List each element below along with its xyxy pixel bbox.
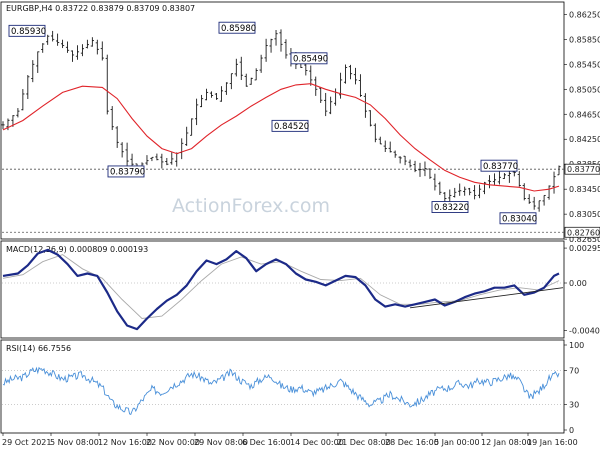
callout-box bbox=[271, 119, 309, 132]
rsi-tick-label: 100 bbox=[569, 341, 584, 350]
rsi-tick-label: 70 bbox=[569, 367, 579, 376]
current-price-badge bbox=[564, 163, 600, 175]
rsi-header: RSI(14) 66.7556 bbox=[6, 344, 71, 353]
current-price-label: 0.83770 bbox=[567, 165, 600, 174]
callout-box bbox=[107, 165, 145, 178]
callout-box bbox=[431, 201, 469, 213]
price-callout: 0.83770 bbox=[480, 159, 518, 172]
callout-box bbox=[480, 159, 518, 172]
rsi-tick-label: 30 bbox=[569, 401, 579, 410]
price-callout: 0.85930 bbox=[8, 24, 46, 37]
price-callout: 0.84520 bbox=[271, 119, 309, 132]
x-tick-label: 28 Dec 16:00 bbox=[385, 438, 439, 447]
support-label: 0.82760 bbox=[567, 228, 600, 237]
macd-tick-label: 0.00 bbox=[569, 279, 587, 288]
support-badge bbox=[564, 226, 600, 238]
rsi-line bbox=[2, 366, 560, 415]
x-tick-label: 22 Nov 00:00 bbox=[146, 438, 200, 447]
callout-box bbox=[218, 21, 256, 34]
macd-layer bbox=[2, 248, 564, 331]
callout-label: 0.85490 bbox=[293, 54, 328, 64]
x-tick-label: 5 Jan 00:00 bbox=[434, 438, 480, 447]
callout-label: 0.85930 bbox=[11, 27, 46, 37]
price-tick-label: 0.85050 bbox=[569, 85, 600, 94]
callout-label: 0.85980 bbox=[221, 24, 256, 34]
callout-box bbox=[8, 24, 46, 37]
x-tick-label: 29 Nov 08:00 bbox=[194, 438, 248, 447]
x-tick-label: 19 Jan 16:00 bbox=[527, 438, 578, 447]
x-tick-label: 12 Nov 16:00 bbox=[98, 438, 152, 447]
macd-tick-label: -0.004009 bbox=[569, 326, 600, 335]
price-tick-label: 0.84650 bbox=[569, 110, 600, 119]
watermark: ActionForex.com bbox=[172, 195, 330, 217]
price-tick-label: 0.83050 bbox=[569, 210, 600, 219]
macd-tick-label: 0.002955 bbox=[569, 244, 600, 253]
x-tick-label: 14 Dec 00:00 bbox=[290, 438, 344, 447]
price-tick-label: 0.85450 bbox=[569, 60, 600, 69]
price-callout: 0.83220 bbox=[431, 201, 469, 213]
price-tick-label: 0.85850 bbox=[569, 35, 600, 44]
y-axis-layer: 0.86250 0.85850 0.85450 0.85050 0.84650 0.842… bbox=[564, 10, 600, 435]
x-tick-label: 21 Dec 08:00 bbox=[337, 438, 391, 447]
price-tick-label: 0.86250 bbox=[569, 10, 600, 19]
callout-box bbox=[290, 52, 328, 65]
macd-trendline bbox=[410, 287, 564, 309]
x-tick-label: 6 Dec 16:00 bbox=[242, 438, 291, 447]
moving-average-line bbox=[2, 83, 560, 192]
price-layer: 0.85930 0.83790 0.85980 0.85490 0.84520 0.832… bbox=[1, 21, 564, 233]
callout-box bbox=[499, 212, 537, 225]
callout-label: 0.83770 bbox=[483, 162, 518, 172]
macd-line bbox=[2, 248, 560, 331]
macd-panel-frame bbox=[0, 240, 565, 339]
price-callout: 0.83790 bbox=[107, 165, 145, 178]
price-tick-label: 0.84250 bbox=[569, 135, 600, 144]
x-tick-label: 5 Nov 08:00 bbox=[50, 438, 99, 447]
x-tick-label: 12 Jan 08:00 bbox=[481, 438, 532, 447]
callout-label: 0.83220 bbox=[434, 203, 469, 213]
price-tick-label: 0.83450 bbox=[569, 185, 600, 194]
price-callout: 0.85980 bbox=[218, 21, 256, 34]
x-tick-label: 29 Oct 2021 bbox=[2, 438, 51, 447]
callout-label: 0.83040 bbox=[502, 214, 537, 224]
price-tick-label: 0.82650 bbox=[569, 235, 600, 244]
price-header: EURGBP,H4 0.83722 0.83879 0.83709 0.8380… bbox=[6, 4, 195, 13]
macd-header: MACD(12,26,9) 0.000809 0.000193 bbox=[6, 245, 148, 254]
callout-label: 0.84520 bbox=[274, 122, 309, 132]
rsi-layer bbox=[2, 366, 564, 415]
price-callout: 0.85490 bbox=[290, 52, 328, 65]
rsi-tick-label: 0 bbox=[569, 426, 574, 435]
rsi-panel-frame bbox=[0, 339, 565, 434]
price-callout: 0.83040 bbox=[499, 212, 537, 225]
callout-label: 0.83790 bbox=[110, 168, 145, 178]
